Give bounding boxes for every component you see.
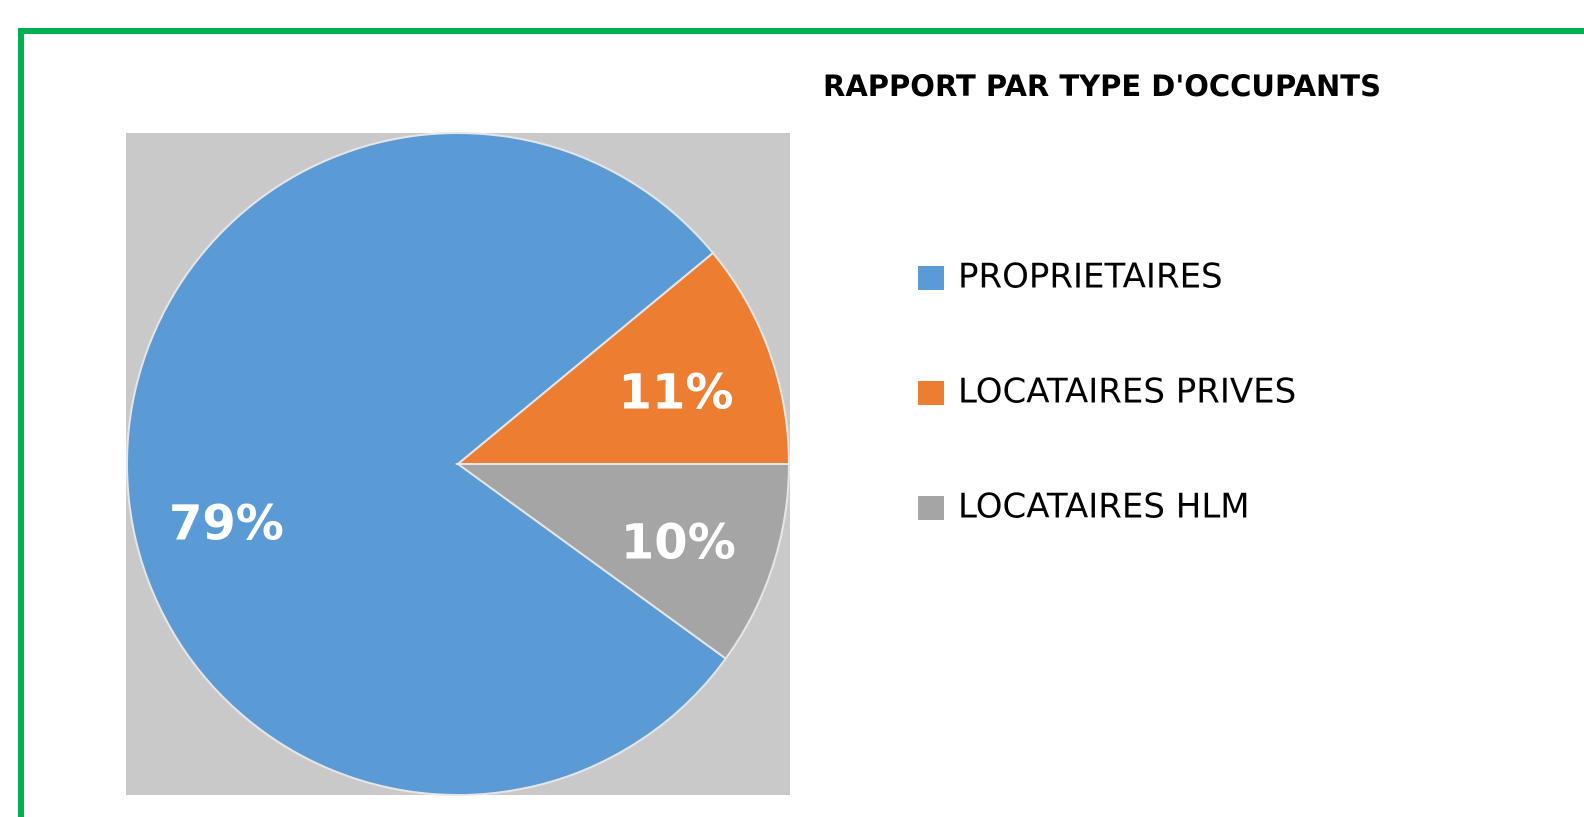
pie-slice [454, 463, 791, 660]
legend-swatch [918, 266, 944, 290]
data-label: 11% [619, 365, 734, 421]
data-label: 79% [169, 495, 284, 551]
legend-label: LOCATAIRES PRIVES [958, 372, 1296, 412]
legend-swatch [918, 381, 944, 405]
legend-label: LOCATAIRES HLM [958, 487, 1250, 527]
pie-slice [126, 132, 728, 796]
pie-slice [455, 251, 791, 465]
data-label: 10% [621, 515, 736, 571]
legend-label: PROPRIETAIRES [958, 257, 1223, 297]
chart-title: RAPPORT PAR TYPE D'OCCUPANTS [823, 69, 1381, 103]
legend-swatch [918, 496, 944, 520]
